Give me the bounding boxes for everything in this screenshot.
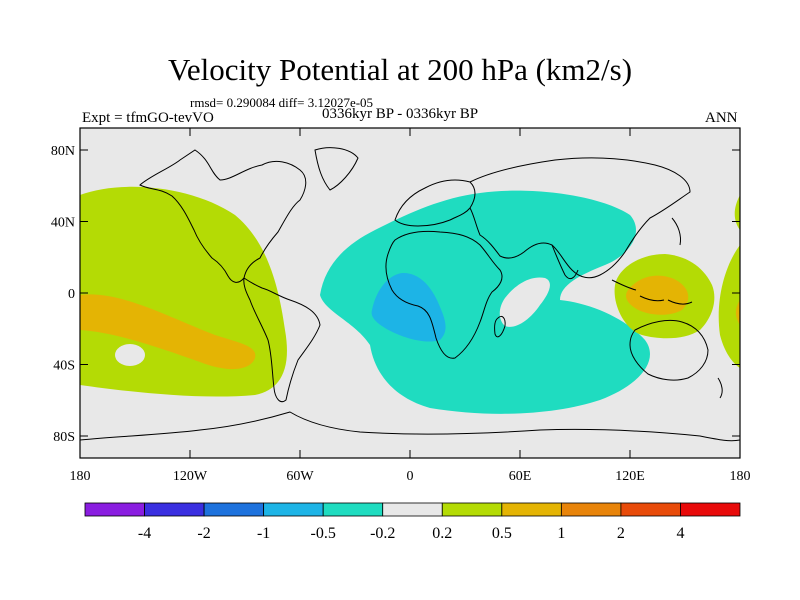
lon-label: 60E [509, 469, 532, 484]
africa-negative-core [371, 272, 446, 342]
lon-label: 180 [730, 469, 751, 484]
coast-antarctica [80, 411, 740, 442]
season-label: ANN [705, 110, 738, 126]
coast-india [551, 244, 579, 280]
colorbar-swatch [501, 502, 562, 517]
colorbar-label: -0.2 [370, 525, 395, 542]
colorbar-label: 0.2 [432, 525, 452, 542]
colorbar: -4 -2 -1 -0.5 -0.2 0.2 0.5 1 2 4 [84, 502, 741, 542]
axis-ticks: 80N 40N 0 40S 80S 180 120W 60W 0 60E 120E 180 [51, 128, 751, 484]
lon-label: 60W [286, 469, 314, 484]
east-edge-positive-region [718, 195, 740, 368]
colorbar-swatch [382, 502, 443, 517]
lat-label: 40S [53, 359, 75, 374]
lon-label: 120W [173, 469, 208, 484]
coast-asia [469, 157, 691, 279]
colorbar-label: -4 [138, 525, 151, 542]
colorbar-swatch [560, 502, 622, 517]
colorbar-swatch [263, 502, 324, 517]
colorbar-label: 1 [557, 525, 565, 542]
west-pacific-orange-core [626, 275, 689, 315]
lon-label: 180 [70, 469, 91, 484]
coast-africa [385, 230, 503, 359]
lon-label: 120E [615, 469, 645, 484]
atlantic-indian-negative-region [320, 190, 650, 414]
colorbar-label: 4 [676, 525, 684, 542]
colorbar-swatch [322, 502, 384, 517]
lat-label: 40N [51, 216, 75, 231]
lat-label: 0 [68, 287, 75, 302]
coastlines [80, 147, 740, 442]
lat-label: 80N [51, 144, 75, 159]
experiment-label: Expt = tfmGO-tevVO [82, 110, 214, 126]
coast-japan [671, 217, 681, 246]
pacific-white-hole [115, 344, 145, 366]
colorbar-label: 2 [617, 525, 625, 542]
coast-sea-islands [611, 279, 693, 305]
coast-south-america [243, 277, 321, 403]
colorbar-swatch [84, 502, 145, 517]
stats-text: rmsd= 0.290084 diff= 3.12027e-05 [190, 95, 374, 110]
colorbar-swatch [441, 502, 503, 517]
east-edge-orange-core [735, 300, 740, 325]
colorbar-swatch [203, 502, 265, 517]
colorbar-label: 0.5 [492, 525, 512, 542]
colorbar-label: -2 [197, 525, 210, 542]
colorbar-label: -1 [257, 525, 270, 542]
coast-new-zealand [717, 377, 723, 399]
contour-fields [80, 147, 740, 442]
coast-australia [629, 319, 709, 381]
period-label: 0336kyr BP - 0336kyr BP [322, 106, 479, 122]
coast-madagascar [494, 315, 506, 338]
coast-greenland [314, 147, 359, 191]
indian-white-gap [499, 277, 550, 327]
pacific-orange-band [80, 294, 256, 370]
colorbar-swatch [680, 502, 741, 517]
lon-label: 0 [407, 469, 414, 484]
colorbar-swatch [620, 502, 681, 517]
colorbar-label: -0.5 [311, 525, 336, 542]
colorbar-swatch [144, 502, 205, 517]
lat-label: 80S [53, 430, 75, 445]
map-title: Velocity Potential at 200 hPa (km2/s) [167, 52, 633, 87]
